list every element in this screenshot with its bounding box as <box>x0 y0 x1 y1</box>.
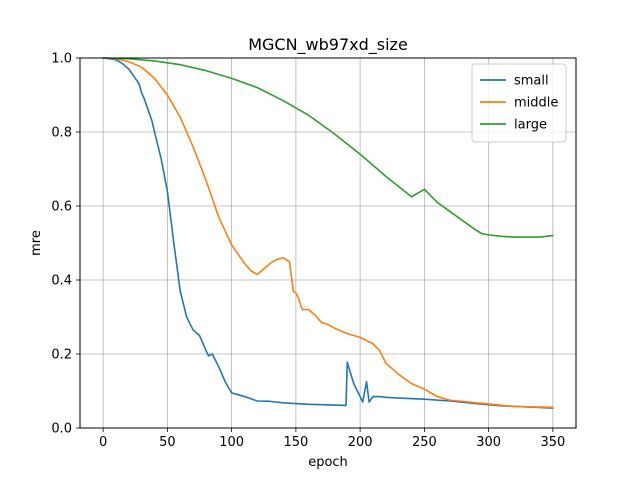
legend-box <box>471 63 567 143</box>
series-lines <box>102 57 554 409</box>
legend-label-large: large <box>514 118 547 133</box>
x-tick-label: 300 <box>476 435 501 450</box>
x-tick-label: 50 <box>159 435 176 450</box>
x-tick-label: 100 <box>219 435 244 450</box>
y-tick-label: 0.6 <box>51 200 72 215</box>
y-tick-label: 0.4 <box>51 274 72 289</box>
x-tick-label: 250 <box>412 435 437 450</box>
grid-lines <box>80 57 576 429</box>
y-tick-label: 0.2 <box>51 348 72 363</box>
y-tick-label: 1.0 <box>51 52 72 67</box>
x-tick-label: 0 <box>99 435 107 450</box>
axis-ticks: 0 50 100 150 200 250 300 350 0.0 0.2 0.4 0.6 0.8 1.0 <box>51 52 565 451</box>
series-line-middle <box>102 57 554 409</box>
series-line-small <box>102 57 554 409</box>
legend-label-middle: middle <box>514 96 558 111</box>
x-axis-label: epoch <box>308 455 348 470</box>
series-line-large <box>102 57 554 238</box>
plot-frame <box>79 57 577 429</box>
chart-title: MGCN_wb97xd_size <box>248 35 408 55</box>
legend: small middle large <box>471 63 567 143</box>
legend-label-small: small <box>514 74 549 89</box>
y-tick-label: 0.8 <box>51 126 72 141</box>
y-axis-label: mre <box>29 230 44 256</box>
x-tick-label: 150 <box>283 435 308 450</box>
x-tick-label: 200 <box>348 435 373 450</box>
y-tick-label: 0.0 <box>51 422 72 437</box>
x-tick-label: 350 <box>540 435 565 450</box>
